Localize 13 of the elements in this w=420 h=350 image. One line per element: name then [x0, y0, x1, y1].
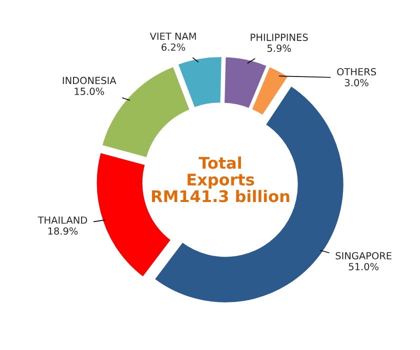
slice-label: PHILIPPINES: [250, 34, 308, 42]
slice-label: SINGAPORE: [336, 252, 392, 260]
data-label: 51.0%: [348, 262, 378, 270]
data-label: 18.9%: [48, 227, 78, 235]
data-label: 6.2%: [162, 43, 186, 51]
slice-label: VIET NAM: [150, 32, 196, 40]
slice-label: OTHERS: [337, 68, 376, 76]
data-label: 15.0%: [74, 88, 104, 96]
slice-label: INDONESIA: [62, 76, 116, 84]
text: Total Exports RM141.3 billion: [152, 156, 290, 202]
data-label: 3.0%: [344, 78, 368, 86]
data-label: 5.9%: [267, 44, 291, 52]
slice-label: THAILAND: [38, 216, 88, 224]
